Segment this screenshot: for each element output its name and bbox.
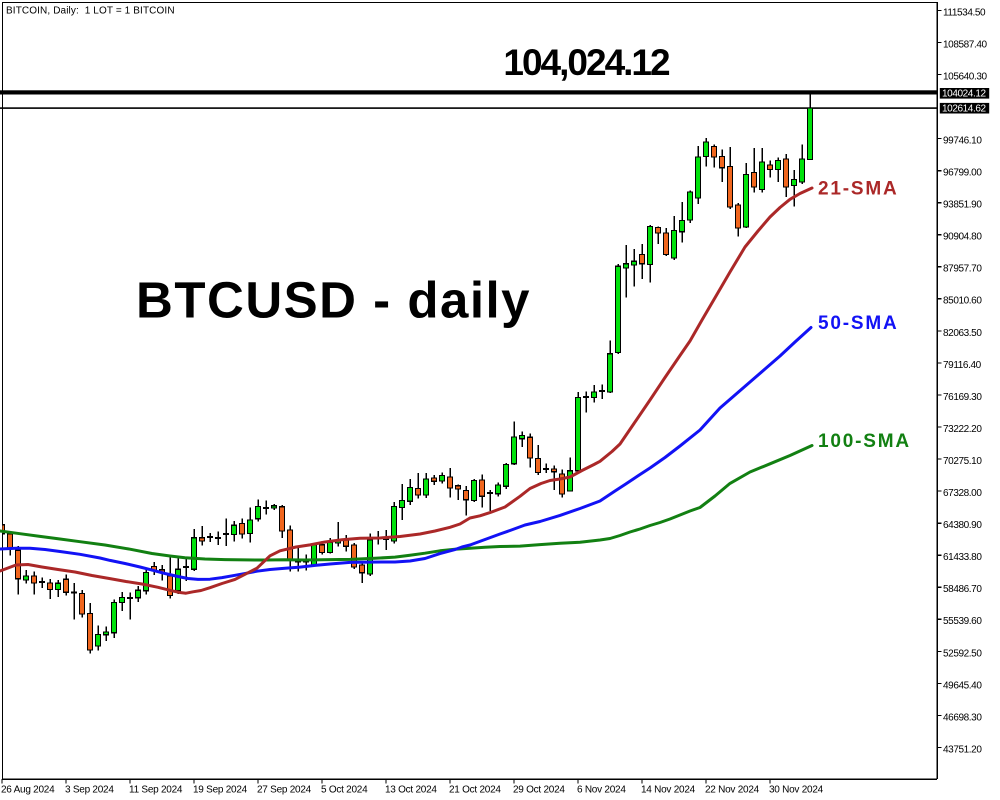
svg-text:43751.20: 43751.20 (943, 744, 982, 755)
svg-text:105640.30: 105640.30 (943, 71, 988, 82)
svg-text:73222.20: 73222.20 (943, 424, 982, 435)
svg-text:55539.60: 55539.60 (943, 616, 982, 627)
svg-text:58486.70: 58486.70 (943, 584, 982, 595)
svg-text:BITCOIN, Daily: 1 LOT = 1 BIT: BITCOIN, Daily: 1 LOT = 1 BITCOIN (6, 6, 175, 17)
svg-text:93851.90: 93851.90 (943, 200, 982, 211)
svg-text:21-SMA: 21-SMA (818, 179, 898, 200)
svg-text:104,024.12: 104,024.12 (503, 42, 670, 83)
svg-text:49645.40: 49645.40 (943, 680, 982, 691)
svg-text:30 Nov 2024: 30 Nov 2024 (769, 785, 824, 796)
svg-text:61433.80: 61433.80 (943, 552, 982, 563)
svg-text:76169.30: 76169.30 (943, 392, 982, 403)
svg-text:70275.10: 70275.10 (943, 456, 982, 467)
svg-text:19 Sep 2024: 19 Sep 2024 (193, 785, 248, 796)
svg-text:102614.62: 102614.62 (942, 104, 987, 115)
svg-text:79116.40: 79116.40 (943, 360, 982, 371)
svg-text:99746.10: 99746.10 (943, 136, 982, 147)
svg-text:26 Aug 2024: 26 Aug 2024 (1, 785, 55, 796)
svg-text:14 Nov 2024: 14 Nov 2024 (641, 785, 696, 796)
svg-text:82063.50: 82063.50 (943, 328, 982, 339)
svg-text:85010.60: 85010.60 (943, 296, 982, 307)
svg-text:11 Sep 2024: 11 Sep 2024 (129, 785, 183, 796)
svg-text:3 Sep 2024: 3 Sep 2024 (65, 785, 114, 796)
svg-text:108587.40: 108587.40 (943, 39, 988, 50)
svg-text:50-SMA: 50-SMA (818, 313, 898, 334)
svg-text:BTCUSD - daily: BTCUSD - daily (136, 272, 531, 329)
svg-text:27 Sep 2024: 27 Sep 2024 (257, 785, 312, 796)
svg-text:104024.12: 104024.12 (942, 88, 987, 99)
svg-text:96799.00: 96799.00 (943, 168, 982, 179)
svg-text:21 Oct 2024: 21 Oct 2024 (449, 785, 501, 796)
svg-text:90904.80: 90904.80 (943, 232, 982, 243)
svg-text:22 Nov 2024: 22 Nov 2024 (705, 785, 760, 796)
svg-text:100-SMA: 100-SMA (818, 431, 911, 452)
svg-text:64380.90: 64380.90 (943, 520, 982, 531)
svg-text:5 Oct 2024: 5 Oct 2024 (321, 785, 368, 796)
svg-text:6 Nov 2024: 6 Nov 2024 (577, 785, 626, 796)
svg-text:111534.50: 111534.50 (943, 7, 986, 18)
svg-text:52592.50: 52592.50 (943, 648, 982, 659)
svg-text:29 Oct 2024: 29 Oct 2024 (513, 785, 565, 796)
svg-text:46698.30: 46698.30 (943, 712, 982, 723)
svg-text:87957.70: 87957.70 (943, 264, 982, 275)
svg-text:13 Oct 2024: 13 Oct 2024 (385, 785, 437, 796)
svg-text:67328.00: 67328.00 (943, 488, 982, 499)
